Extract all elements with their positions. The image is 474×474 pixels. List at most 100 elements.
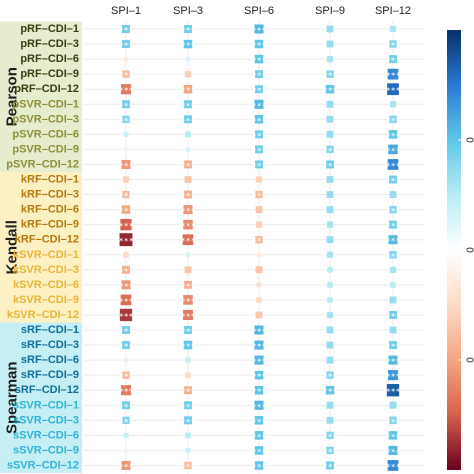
heatmap-cell — [326, 371, 334, 379]
heatmap-cell — [326, 431, 334, 440]
heatmap-cell — [183, 84, 193, 94]
row-label: sRF–CDI–3 — [21, 339, 79, 351]
column-label: SPI–1 — [111, 5, 141, 17]
heatmap-cell — [254, 385, 264, 395]
heatmap-cell — [325, 84, 335, 94]
significance-marker: ∗∗∗ — [385, 432, 400, 439]
significance-marker: ∗∗∗ — [118, 462, 133, 469]
heatmap-cell — [388, 235, 398, 245]
significance-marker: ∗∗∗ — [251, 161, 266, 168]
heatmap-cell — [122, 100, 130, 109]
heatmap-cell — [184, 416, 192, 425]
heatmap-cell — [388, 355, 398, 365]
heatmap-cell — [255, 221, 263, 228]
significance-marker: ∗∗∗ — [385, 447, 400, 454]
significance-marker: ∗∗∗ — [118, 192, 133, 199]
significance-marker: ∗∗∗ — [180, 222, 195, 229]
row-label: pRF–CDI–3 — [20, 38, 79, 50]
heatmap-cell — [122, 25, 130, 33]
heatmap-cell — [326, 206, 334, 214]
heatmap-cell — [389, 101, 397, 108]
heatmap-cell — [389, 175, 397, 184]
significance-marker: ∗∗∗ — [385, 387, 400, 394]
row-label: pRF–CDI–12 — [14, 83, 79, 95]
row-label: pSVR–CDI–3 — [12, 113, 79, 125]
row-label: kRF–CDI–1 — [21, 174, 79, 186]
significance-marker: ∗∗∗ — [251, 402, 266, 409]
significance-marker: ∗∗∗ — [180, 282, 195, 289]
group-label: Kendall — [4, 220, 21, 274]
heatmap-cell — [254, 325, 264, 335]
heatmap-cell — [184, 160, 192, 169]
significance-marker: ∗∗∗ — [118, 41, 133, 48]
heatmap-cell — [123, 448, 129, 453]
heatmap-cell — [255, 236, 263, 244]
significance-marker: ∗∗∗ — [118, 417, 133, 424]
heatmap-cell — [326, 446, 334, 455]
significance-marker: ∗∗∗ — [251, 237, 266, 244]
significance-marker: ∗∗∗ — [322, 447, 337, 454]
heatmap-cell — [326, 311, 334, 319]
heatmap-cell — [255, 311, 263, 319]
heatmap-cell — [122, 326, 130, 334]
column-label: SPI–12 — [375, 5, 411, 17]
heatmap-cell — [389, 55, 397, 64]
heatmap-cell — [255, 176, 263, 183]
significance-marker: ∗∗∗ — [322, 161, 337, 168]
heatmap-cell — [255, 85, 263, 94]
heatmap-cell — [254, 431, 264, 440]
heatmap-cell — [326, 416, 334, 424]
significance-marker: ∗∗∗ — [118, 207, 133, 214]
heatmap-cell — [182, 234, 194, 246]
heatmap-cell — [120, 84, 132, 95]
heatmap-cell — [120, 219, 132, 231]
heatmap-cell — [389, 296, 397, 304]
significance-marker: ∗∗∗ — [180, 402, 195, 409]
heatmap-cell — [185, 56, 191, 62]
significance-marker: ∗∗∗ — [180, 41, 195, 48]
significance-marker: ∗∗∗ — [385, 207, 400, 214]
heatmap-cell — [255, 190, 263, 199]
heatmap-cell — [389, 251, 397, 259]
row-label: sSVR–CDI–12 — [7, 459, 79, 471]
significance-marker: ∗∗∗ — [251, 357, 266, 364]
significance-marker: ∗∗∗ — [251, 101, 266, 108]
significance-marker: ∗∗∗ — [118, 327, 133, 334]
heatmap-cell — [388, 445, 398, 455]
row-label: kSVR–CDI–12 — [7, 309, 79, 321]
heatmap-cell — [123, 251, 129, 258]
heatmap-cell — [184, 25, 192, 33]
heatmap-cell — [121, 460, 131, 470]
significance-marker: ∗∗∗ — [180, 207, 195, 214]
significance-marker: ∗∗∗ — [251, 447, 266, 454]
column-label: SPI–6 — [244, 5, 274, 17]
significance-marker: ∗∗∗ — [118, 312, 133, 319]
heatmap-cell — [122, 416, 130, 424]
significance-marker: ∗∗∗ — [385, 357, 400, 364]
significance-marker: ∗∗∗ — [118, 71, 133, 78]
significance-marker: ∗∗∗ — [180, 417, 195, 424]
heatmap-cell — [326, 70, 334, 78]
heatmap-cell — [326, 461, 334, 470]
group-label: Pearson — [4, 67, 21, 126]
significance-marker: ∗∗∗ — [322, 71, 337, 78]
significance-marker: ∗∗∗ — [118, 161, 133, 168]
row-label: pSVR–CDI–9 — [12, 143, 79, 155]
heatmap-cell — [123, 357, 129, 363]
group-band — [0, 21, 82, 172]
heatmap-cell — [255, 160, 263, 169]
heatmap-cell — [389, 341, 397, 350]
row-label: kSVR–CDI–9 — [13, 294, 79, 306]
heatmap-cell — [326, 326, 334, 334]
heatmap-cell — [326, 191, 334, 198]
heatmap-cell — [326, 130, 334, 138]
row-label: sRF–CDI–12 — [15, 384, 79, 396]
heatmap-cell — [326, 341, 334, 349]
significance-marker: ∗∗∗ — [118, 402, 133, 409]
heatmap-cell — [254, 39, 264, 49]
heatmap-cell — [184, 190, 192, 199]
significance-marker: ∗∗∗ — [180, 312, 195, 319]
significance-marker: ∗∗∗ — [385, 131, 400, 138]
heatmap-cell — [119, 308, 133, 322]
